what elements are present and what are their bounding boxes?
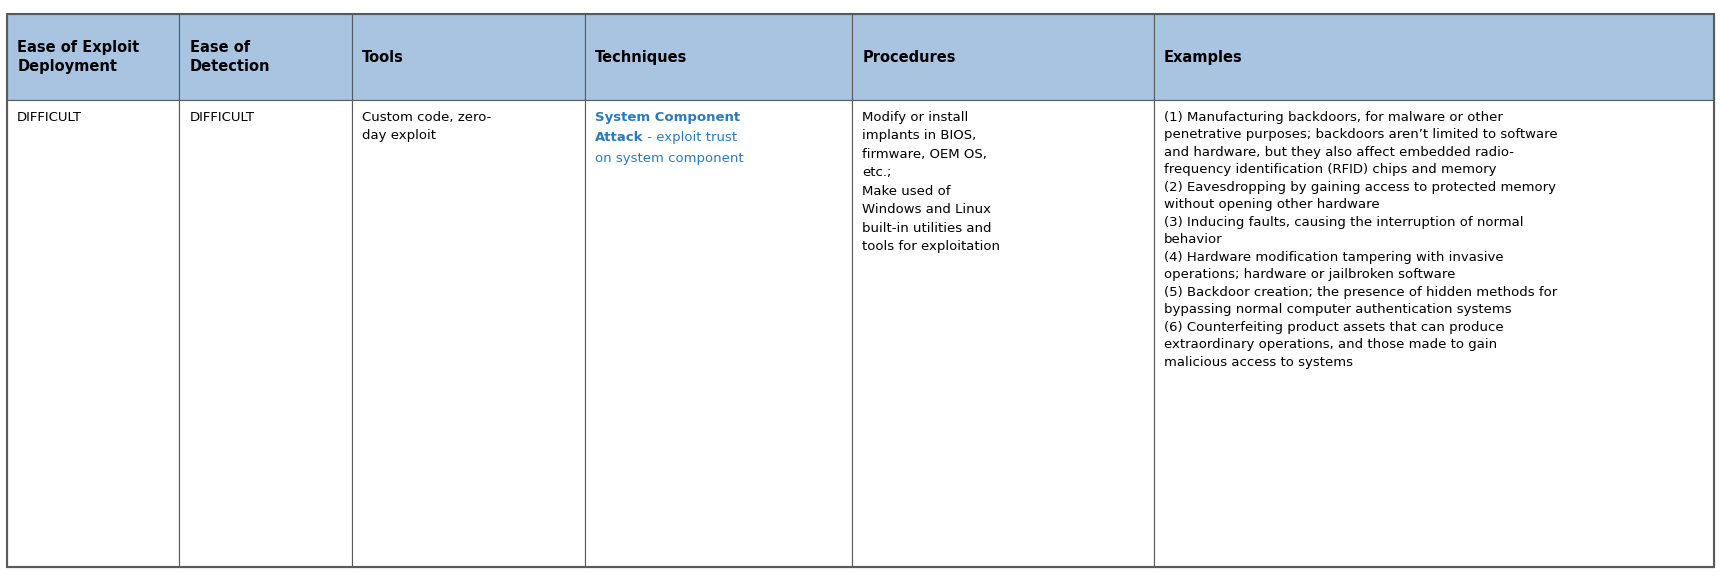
Text: Ease of
Detection: Ease of Detection (189, 40, 270, 75)
Bar (1153, 100, 1714, 567)
Text: Ease of Exploit
Deployment: Ease of Exploit Deployment (17, 40, 139, 75)
Text: Modify or install
implants in BIOS,
firmware, OEM OS,
etc.;
Make used of
Windows: Modify or install implants in BIOS, firm… (862, 111, 1000, 253)
Bar (179, 14, 351, 100)
Bar (1153, 14, 1714, 100)
Bar (179, 100, 351, 567)
Bar (585, 14, 852, 100)
Bar (7, 100, 179, 567)
Text: Techniques: Techniques (595, 50, 687, 65)
Bar (852, 100, 1153, 567)
Text: DIFFICULT: DIFFICULT (17, 111, 83, 123)
Text: Custom code, zero-
day exploit: Custom code, zero- day exploit (361, 111, 492, 142)
Text: - exploit trust: - exploit trust (644, 131, 738, 144)
Text: Tools: Tools (361, 50, 404, 65)
Text: DIFFICULT: DIFFICULT (189, 111, 255, 123)
Text: on system component: on system component (595, 152, 743, 164)
Bar (852, 14, 1153, 100)
Text: Procedures: Procedures (862, 50, 955, 65)
Bar (585, 100, 852, 567)
Text: (1) Manufacturing backdoors, for malware or other
penetrative purposes; backdoor: (1) Manufacturing backdoors, for malware… (1163, 111, 1558, 369)
Bar (351, 14, 585, 100)
Text: Attack: Attack (595, 131, 644, 144)
Bar (351, 100, 585, 567)
Text: Examples: Examples (1163, 50, 1243, 65)
Text: System Component: System Component (595, 111, 740, 123)
Bar (7, 14, 179, 100)
